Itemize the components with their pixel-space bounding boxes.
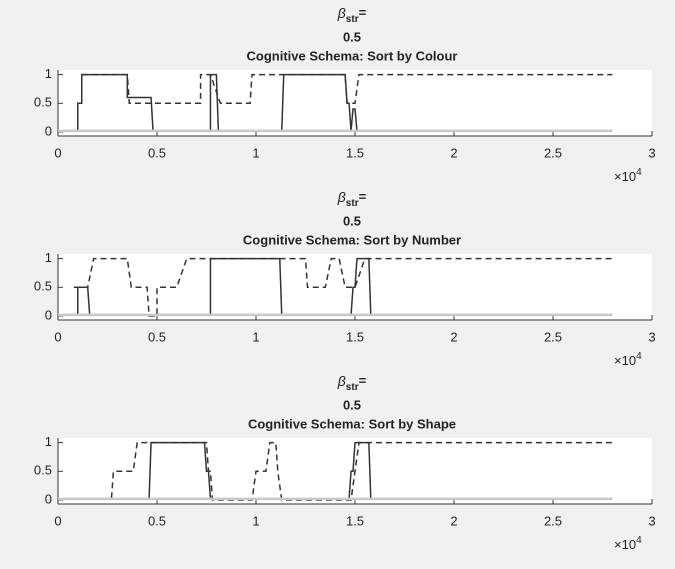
x-tick-label: 3	[648, 329, 655, 344]
title-symbol: β	[337, 373, 346, 389]
x-tick-label: 2	[450, 513, 457, 528]
x-tick-label: 0	[54, 329, 61, 344]
x-tick-label: 1	[252, 329, 259, 344]
title-value: 0.5	[343, 397, 361, 412]
title-suffix: =	[359, 373, 367, 388]
x-tick-label: 1.5	[346, 513, 364, 528]
chart-title: Cognitive Schema: Sort by Shape	[248, 416, 456, 431]
title-subscript: str	[346, 198, 359, 209]
title-value: 0.5	[343, 29, 361, 44]
x-tick-label: 0	[54, 513, 61, 528]
title-symbol: β	[337, 5, 346, 21]
x-tick-label: 3	[648, 145, 655, 160]
title-symbol: β	[337, 189, 346, 205]
title-value: 0.5	[343, 213, 361, 228]
x-multiplier: ×104	[614, 351, 642, 369]
y-tick-label: 0.5	[34, 463, 52, 478]
x-tick-label: 1	[252, 513, 259, 528]
x-tick-label: 0.5	[148, 329, 166, 344]
series-line	[81, 73, 613, 105]
chart-title: Cognitive Schema: Sort by Number	[243, 232, 461, 247]
x-tick-label: 2.5	[544, 513, 562, 528]
x-tick-label: 2.5	[544, 145, 562, 160]
x-multiplier-exponent: 4	[636, 351, 642, 362]
x-multiplier-base: ×10	[614, 169, 636, 184]
x-tick-label: 0.5	[148, 513, 166, 528]
y-tick-label: 0	[45, 307, 52, 322]
series-line	[58, 73, 371, 132]
y-tick-label: 0	[45, 123, 52, 138]
x-tick-label: 0	[54, 145, 61, 160]
y-tick-label: 1	[45, 66, 52, 81]
title-symbol-line: βstr=	[337, 189, 367, 209]
y-tick-label: 0	[45, 491, 52, 506]
x-tick-label: 1.5	[346, 329, 364, 344]
title-suffix: =	[359, 189, 367, 204]
y-tick-label: 0.5	[34, 279, 52, 294]
x-tick-label: 2	[450, 145, 457, 160]
x-multiplier: ×104	[614, 535, 642, 553]
x-tick-label: 1	[252, 145, 259, 160]
x-tick-label: 0.5	[148, 145, 166, 160]
title-symbol-line: βstr=	[337, 5, 367, 25]
y-tick-label: 0.5	[34, 95, 52, 110]
x-multiplier-base: ×10	[614, 537, 636, 552]
x-tick-label: 2	[450, 329, 457, 344]
chart-title: Cognitive Schema: Sort by Colour	[247, 48, 458, 63]
x-tick-label: 3	[648, 513, 655, 528]
x-multiplier-base: ×10	[614, 353, 636, 368]
title-subscript: str	[346, 382, 359, 393]
y-tick-label: 1	[45, 434, 52, 449]
x-multiplier-exponent: 4	[636, 167, 642, 178]
x-multiplier: ×104	[614, 167, 642, 185]
x-multiplier-exponent: 4	[636, 535, 642, 546]
y-tick-label: 1	[45, 250, 52, 265]
series-line	[73, 257, 613, 317]
x-tick-label: 1.5	[346, 145, 364, 160]
title-suffix: =	[359, 5, 367, 20]
title-symbol-line: βstr=	[337, 373, 367, 393]
title-subscript: str	[346, 14, 359, 25]
x-tick-label: 2.5	[544, 329, 562, 344]
